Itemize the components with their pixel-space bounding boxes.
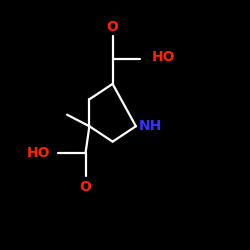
Text: HO: HO <box>27 146 50 160</box>
Text: O: O <box>80 180 92 194</box>
Text: NH: NH <box>139 119 162 133</box>
Text: HO: HO <box>152 50 175 64</box>
Text: O: O <box>107 20 118 34</box>
